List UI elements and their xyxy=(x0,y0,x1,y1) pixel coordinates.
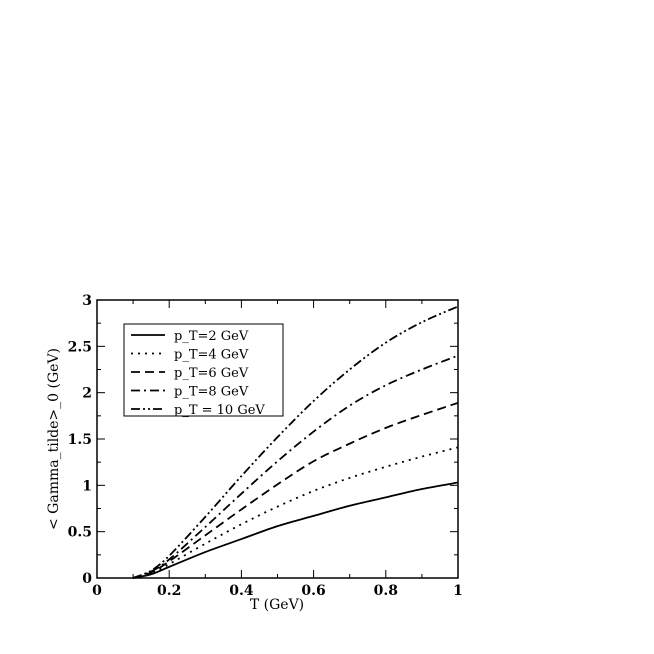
x-tick-label: 1 xyxy=(453,583,463,599)
y-tick-label: 3 xyxy=(82,293,92,309)
y-tick-label: 0 xyxy=(82,571,92,587)
x-tick-label: 0.8 xyxy=(374,583,398,599)
series-line-4 xyxy=(132,354,459,579)
legend: p_T=2 GeV p_T=4 GeV p_T=6 GeV p_T=8 GeV p_T … xyxy=(123,323,284,418)
series-line-2 xyxy=(132,446,459,579)
y-tick-label: 2 xyxy=(82,386,92,402)
legend-label-1: p_T=2 GeV xyxy=(174,329,249,344)
y-tick-label: 1.5 xyxy=(68,432,92,448)
y-tick-label: 0.5 xyxy=(68,525,92,541)
y-tick-label: 1 xyxy=(82,478,92,494)
y-tick-label: 2.5 xyxy=(68,339,92,355)
axis-ticks: 0 0.2 0.4 0.6 0.8 1 0 0.5 1 1.5 2 2.5 3 xyxy=(68,293,463,599)
x-tick-label: 0.2 xyxy=(157,583,181,599)
x-tick-label: 0.4 xyxy=(229,583,254,599)
y-axis-label: < Gamma_tilde>_0 (GeV) xyxy=(46,348,62,530)
legend-label-3: p_T=6 GeV xyxy=(174,366,249,381)
x-axis-label: T (GeV) xyxy=(250,597,304,613)
legend-label-2: p_T=4 GeV xyxy=(174,348,249,363)
x-tick-label: 0.6 xyxy=(301,583,325,599)
series-line-1 xyxy=(132,481,459,579)
legend-label-4: p_T=8 GeV xyxy=(174,385,249,400)
x-tick-label: 0 xyxy=(92,583,102,599)
series-line-3 xyxy=(132,402,459,579)
legend-box xyxy=(123,323,284,417)
legend-label-5: p_T = 10 GeV xyxy=(174,403,265,418)
series-layer xyxy=(132,305,459,579)
series-line-5 xyxy=(132,305,459,579)
